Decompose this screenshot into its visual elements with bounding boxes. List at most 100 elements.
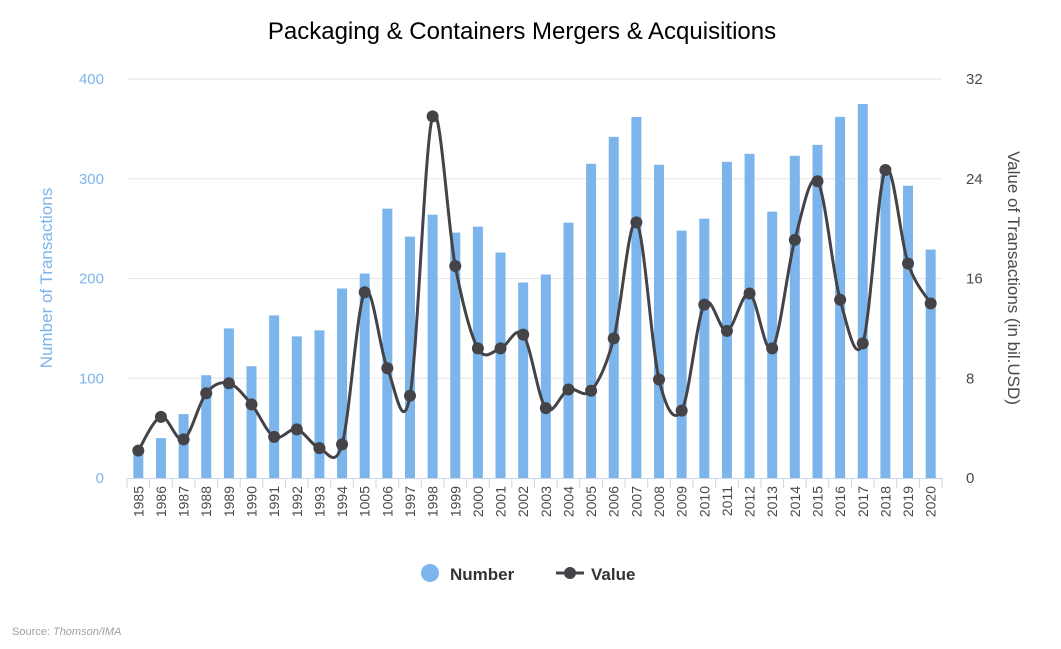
bar bbox=[699, 218, 710, 478]
value-point bbox=[177, 433, 190, 446]
bar bbox=[291, 336, 302, 478]
legend-number-marker bbox=[421, 564, 439, 582]
bar bbox=[404, 236, 415, 478]
x-tick-label: 2004 bbox=[560, 486, 576, 517]
value-point bbox=[200, 387, 213, 400]
bar bbox=[880, 174, 891, 478]
x-tick-label: 2005 bbox=[583, 486, 599, 517]
source-prefix: Source: bbox=[12, 626, 53, 638]
value-point bbox=[336, 438, 349, 451]
left-axis-ticks: 0 100 200 300 400 bbox=[79, 71, 104, 487]
bar bbox=[246, 366, 257, 478]
x-tick-label: 2020 bbox=[923, 486, 939, 517]
left-tick-label: 100 bbox=[79, 370, 104, 387]
value-point bbox=[449, 260, 462, 273]
x-tick-label: 1991 bbox=[266, 486, 282, 517]
x-tick-label: 2001 bbox=[493, 486, 509, 517]
x-tick-label: 2007 bbox=[628, 486, 644, 517]
x-tick-label: 1989 bbox=[221, 486, 237, 517]
value-point bbox=[630, 216, 643, 229]
value-point bbox=[313, 442, 326, 455]
value-point bbox=[381, 362, 394, 375]
value-point bbox=[562, 383, 575, 396]
value-point bbox=[471, 342, 484, 355]
x-tick-label: 1987 bbox=[176, 486, 192, 517]
x-tick-label: 2017 bbox=[855, 486, 871, 517]
legend-value-label[interactable]: Value bbox=[591, 565, 635, 584]
right-tick-label: 0 bbox=[966, 470, 974, 487]
x-tick-label: 2002 bbox=[515, 486, 531, 517]
right-tick-label: 16 bbox=[966, 271, 983, 288]
left-tick-label: 300 bbox=[79, 171, 104, 188]
bar bbox=[269, 315, 280, 478]
value-point bbox=[358, 286, 371, 299]
right-tick-label: 32 bbox=[966, 71, 983, 88]
line-series-value bbox=[132, 110, 937, 460]
x-tick-label: 1998 bbox=[425, 486, 441, 517]
bar bbox=[450, 232, 461, 478]
legend-number-label[interactable]: Number bbox=[450, 565, 515, 584]
x-tick-label: 1986 bbox=[153, 486, 169, 517]
x-tick-label: 2006 bbox=[606, 486, 622, 517]
value-point bbox=[834, 293, 847, 306]
bar bbox=[654, 164, 665, 478]
value-point bbox=[494, 342, 507, 355]
x-tick-label: 2010 bbox=[696, 486, 712, 517]
bar bbox=[201, 375, 212, 478]
right-tick-label: 8 bbox=[966, 370, 974, 387]
value-point bbox=[607, 332, 620, 345]
bar bbox=[744, 153, 755, 478]
value-point bbox=[222, 377, 235, 390]
x-tick-label: 2016 bbox=[832, 486, 848, 517]
left-tick-label: 200 bbox=[79, 271, 104, 288]
value-point bbox=[403, 389, 416, 402]
left-tick-label: 0 bbox=[96, 470, 104, 487]
bar bbox=[495, 252, 506, 478]
legend-value-marker bbox=[564, 567, 576, 579]
bar bbox=[133, 453, 144, 478]
value-point bbox=[743, 287, 756, 300]
x-tick-label: 2003 bbox=[538, 486, 554, 517]
bar bbox=[721, 161, 732, 479]
x-tick-label: 1997 bbox=[402, 486, 418, 517]
right-axis-title: Value of Transactions (in bil.USD) bbox=[1004, 151, 1023, 405]
x-tick-label: 1999 bbox=[447, 486, 463, 517]
grid-lines bbox=[127, 78, 942, 379]
bar bbox=[314, 330, 325, 478]
legend[interactable]: Number Value bbox=[421, 564, 635, 584]
x-tick-label: 2018 bbox=[877, 486, 893, 517]
value-point bbox=[132, 444, 145, 457]
x-tick-label: 1992 bbox=[289, 486, 305, 517]
value-point bbox=[856, 337, 869, 350]
value-point bbox=[675, 404, 688, 417]
bar-series-number bbox=[133, 103, 936, 479]
x-tick-label: 2013 bbox=[764, 486, 780, 517]
value-point bbox=[290, 423, 303, 436]
x-tick-label: 1988 bbox=[198, 486, 214, 517]
x-tick-label: 2012 bbox=[742, 486, 758, 517]
x-tick-label: 1990 bbox=[244, 486, 260, 517]
x-tick-label: 2014 bbox=[787, 486, 803, 517]
value-point bbox=[811, 175, 824, 188]
bar bbox=[903, 185, 914, 479]
value-point bbox=[902, 257, 915, 270]
x-tick-label: 1994 bbox=[334, 486, 350, 517]
value-point bbox=[924, 297, 937, 310]
value-point bbox=[517, 328, 530, 341]
value-point bbox=[766, 342, 779, 355]
x-tick-label: 2000 bbox=[470, 486, 486, 517]
bar bbox=[925, 249, 936, 478]
bar bbox=[631, 116, 642, 478]
bar bbox=[382, 208, 393, 479]
bar bbox=[789, 155, 800, 478]
value-point bbox=[879, 164, 892, 177]
bar bbox=[608, 136, 619, 479]
x-tick-label: 2008 bbox=[651, 486, 667, 517]
bar bbox=[155, 438, 166, 478]
bar bbox=[223, 328, 234, 478]
value-point bbox=[788, 233, 801, 246]
value-point bbox=[268, 430, 281, 443]
value-point bbox=[720, 324, 733, 337]
x-axis: 1985 1986 1987 1988 1989 1990 1991 1992 1993 1994… bbox=[126, 478, 943, 517]
